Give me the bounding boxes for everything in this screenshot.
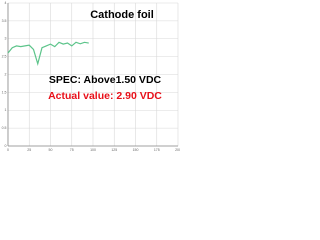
x-tick-label: 100 [90, 148, 96, 152]
x-tick-label: 25 [27, 148, 31, 152]
x-tick-label: 150 [133, 148, 139, 152]
y-tick-label: 0 [5, 144, 7, 148]
spec-annotation: SPEC: Above1.50 VDC [49, 74, 162, 86]
chart-title: Cathode foil [90, 9, 154, 21]
x-tick-label: 125 [111, 148, 117, 152]
y-tick-label: 3 [5, 37, 7, 41]
data-line [7, 41, 89, 67]
y-tick-label: 1 [5, 108, 7, 112]
y-tick-label: 2.5 [2, 55, 7, 59]
y-tick-label: 2 [5, 72, 7, 76]
x-tick-label: 50 [49, 148, 53, 152]
y-tick-label: 3.5 [2, 19, 7, 23]
y-tick-label: 1.5 [2, 90, 7, 94]
x-tick-label: 200 [175, 148, 180, 152]
x-tick-label: 75 [70, 148, 74, 152]
page: Cathode foil SPEC: Above1.50 VDC Actual … [0, 0, 180, 154]
actual-annotation: Actual value: 2.90 VDC [48, 90, 162, 102]
y-tick-label: 4 [5, 1, 7, 5]
x-tick-label: 0 [7, 148, 9, 152]
chart: Cathode foil SPEC: Above1.50 VDC Actual … [0, 0, 180, 154]
y-tick-label: 0.5 [2, 126, 7, 130]
x-tick-label: 175 [154, 148, 160, 152]
